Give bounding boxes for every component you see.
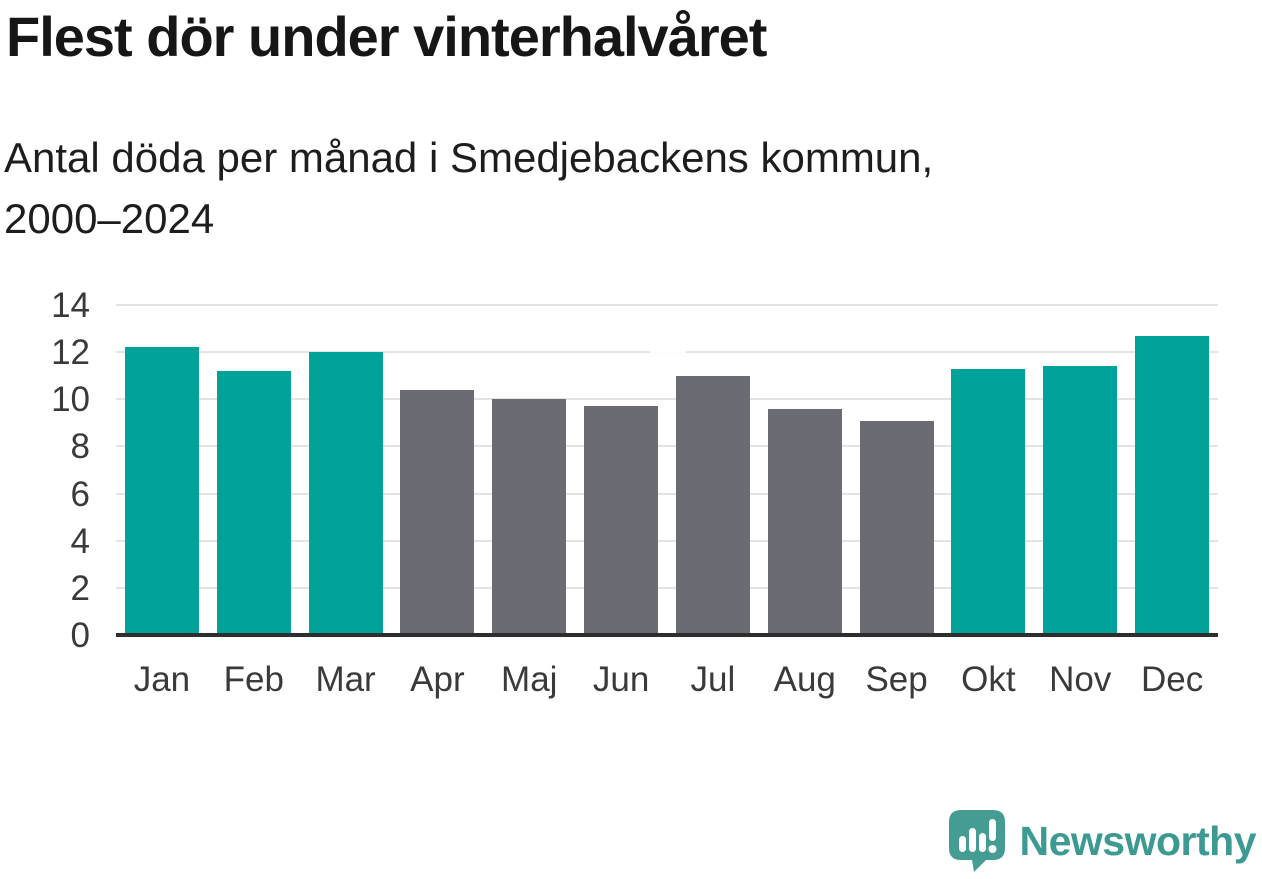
y-tick-label: 12 (51, 333, 90, 373)
x-tick-label-nov: Nov (1049, 660, 1112, 699)
bar-apr (400, 389, 475, 635)
bar-slot-okt (943, 305, 1035, 635)
bar-slot-feb (208, 305, 300, 635)
bar-jan (124, 347, 199, 635)
bar-slot-jan (116, 305, 208, 635)
chart-subtitle: Antal döda per månad i Smedjebackens kom… (4, 134, 934, 242)
x-tick-label-dec: Dec (1140, 660, 1204, 699)
bar-slot-mar (300, 305, 392, 635)
bar-slot-jun (575, 305, 667, 635)
bar-slot-apr (392, 305, 484, 635)
x-tick-label-jul: Jul (690, 660, 736, 699)
plot-area (116, 304, 1218, 635)
gridline-y4 (116, 539, 1218, 542)
bar-slot-dec (1126, 305, 1218, 635)
x-tick-label-maj: Maj (501, 660, 558, 699)
gridline-y10 (116, 398, 1218, 401)
bar-slot-aug (759, 305, 851, 635)
bar-slot-sep (851, 305, 943, 635)
y-tick-label: 10 (51, 380, 90, 420)
bar-mar (308, 352, 383, 635)
x-tick-label-mar: Mar (315, 660, 376, 699)
y-tick-label: 0 (70, 616, 90, 655)
bar-jun (584, 406, 659, 635)
y-tick-label: 8 (70, 427, 90, 467)
newsworthy-logo: Newsworthy (948, 809, 1257, 873)
gridline-y8 (116, 445, 1218, 448)
y-tick-label: 4 (70, 521, 90, 561)
x-tick-label-sep: Sep (865, 660, 928, 699)
gridline-y2 (116, 586, 1218, 589)
x-tick-label-aug: Aug (773, 660, 836, 699)
y-tick-label: 6 (70, 474, 90, 514)
bar-dec (1135, 335, 1210, 635)
gridline-y6 (116, 492, 1218, 495)
bar-slot-maj (483, 305, 575, 635)
x-tick-label-jan: Jan (133, 660, 191, 699)
chart-title: Flest dör under vinterhalvåret (6, 5, 767, 68)
bar-nov (1043, 366, 1118, 635)
x-axis-line (116, 633, 1218, 637)
x-tick-label-apr: Apr (410, 660, 465, 699)
bar-feb (216, 371, 291, 635)
bar-sep (859, 420, 934, 635)
x-tick-label-okt: Okt (961, 660, 1016, 699)
y-tick-label: 14 (51, 286, 90, 325)
y-tick-label: 2 (70, 568, 90, 608)
bar-okt (951, 368, 1026, 635)
bar-slot-nov (1034, 305, 1126, 635)
x-tick-label-jun: Jun (592, 660, 650, 699)
gridline-artifact (650, 350, 686, 354)
x-tick-label-feb: Feb (223, 660, 284, 699)
newsworthy-logo-text: Newsworthy (1019, 817, 1257, 864)
newsworthy-bubble-chart-icon (948, 809, 1006, 873)
bar-slot-jul (667, 305, 759, 635)
bar-maj (492, 399, 567, 635)
bar-jul (675, 375, 750, 635)
bar-aug (767, 408, 842, 635)
gridline-y14 (116, 304, 1218, 306)
